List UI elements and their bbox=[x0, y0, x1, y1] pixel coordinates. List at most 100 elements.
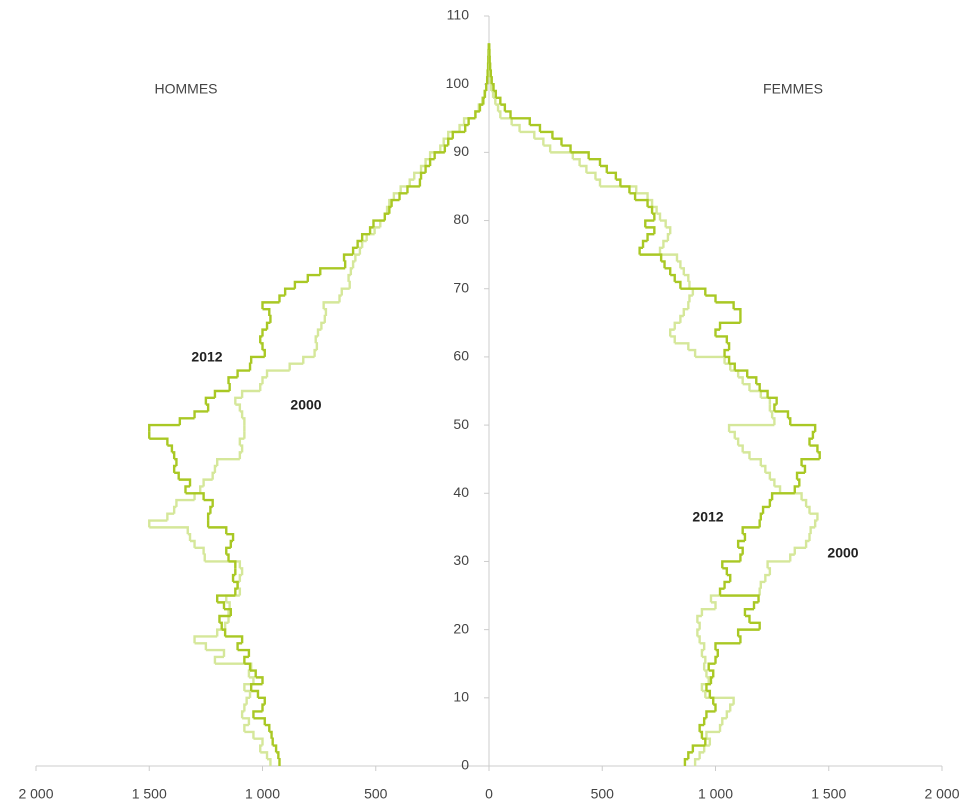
step bbox=[223, 607, 232, 616]
step bbox=[738, 635, 742, 644]
step bbox=[769, 410, 774, 419]
step bbox=[190, 539, 196, 548]
step bbox=[721, 560, 741, 569]
step bbox=[237, 648, 251, 657]
step bbox=[314, 335, 318, 344]
step bbox=[715, 301, 735, 310]
step bbox=[679, 314, 684, 323]
step bbox=[687, 751, 693, 760]
step bbox=[674, 280, 682, 289]
step bbox=[276, 751, 280, 760]
step bbox=[660, 219, 667, 228]
y-tick-label: 100 bbox=[446, 75, 470, 91]
step bbox=[234, 396, 243, 405]
step bbox=[738, 546, 744, 555]
step bbox=[489, 69, 493, 78]
step bbox=[725, 710, 731, 719]
step bbox=[670, 335, 676, 344]
step bbox=[698, 723, 705, 732]
step bbox=[729, 430, 736, 439]
step bbox=[722, 567, 729, 576]
step bbox=[759, 389, 769, 398]
step bbox=[738, 376, 744, 385]
y-tick-label: 50 bbox=[453, 416, 469, 432]
step bbox=[636, 192, 649, 201]
series-label: 2000 bbox=[827, 545, 858, 561]
step bbox=[790, 423, 817, 432]
step bbox=[178, 417, 195, 426]
step bbox=[261, 376, 268, 385]
step bbox=[709, 676, 714, 685]
step bbox=[493, 96, 497, 105]
step bbox=[211, 471, 215, 480]
step bbox=[213, 389, 230, 398]
step bbox=[451, 130, 466, 139]
step bbox=[738, 444, 744, 453]
step bbox=[349, 267, 354, 276]
step bbox=[691, 744, 706, 753]
step bbox=[749, 389, 762, 398]
step bbox=[714, 328, 721, 337]
y-tick-label: 80 bbox=[453, 211, 469, 227]
step bbox=[665, 226, 672, 235]
step bbox=[652, 205, 658, 214]
step bbox=[323, 307, 328, 316]
step bbox=[175, 498, 195, 507]
step bbox=[606, 171, 618, 180]
step bbox=[498, 110, 502, 119]
step bbox=[171, 451, 176, 460]
step bbox=[770, 492, 795, 501]
step bbox=[760, 464, 767, 473]
step bbox=[539, 130, 554, 139]
step bbox=[705, 730, 721, 739]
step bbox=[787, 417, 792, 426]
step bbox=[383, 212, 390, 221]
step bbox=[253, 717, 266, 726]
step bbox=[669, 328, 675, 337]
step bbox=[174, 471, 180, 480]
step bbox=[406, 185, 420, 194]
step bbox=[419, 171, 426, 180]
step bbox=[801, 498, 808, 507]
step bbox=[759, 580, 766, 589]
step bbox=[358, 246, 363, 255]
step bbox=[772, 417, 776, 426]
step bbox=[765, 471, 772, 480]
step bbox=[670, 273, 676, 282]
step bbox=[645, 226, 656, 235]
step bbox=[483, 89, 487, 98]
step bbox=[338, 294, 342, 303]
step bbox=[813, 519, 818, 528]
step bbox=[265, 321, 271, 330]
step bbox=[265, 369, 290, 378]
step bbox=[809, 512, 819, 521]
step bbox=[187, 532, 192, 541]
step bbox=[729, 362, 736, 371]
step bbox=[774, 410, 790, 419]
step bbox=[561, 144, 572, 153]
step bbox=[698, 751, 705, 760]
step bbox=[239, 410, 244, 419]
step bbox=[260, 751, 269, 760]
step bbox=[704, 669, 708, 678]
step bbox=[467, 117, 476, 126]
step bbox=[702, 662, 706, 671]
step bbox=[739, 553, 743, 562]
step bbox=[570, 151, 590, 160]
step bbox=[249, 682, 263, 691]
step bbox=[259, 335, 263, 344]
step bbox=[510, 117, 531, 126]
step bbox=[278, 294, 286, 303]
step bbox=[228, 560, 237, 569]
step bbox=[705, 294, 717, 303]
step bbox=[443, 144, 449, 153]
step bbox=[351, 260, 356, 269]
step bbox=[340, 287, 350, 296]
step bbox=[708, 669, 715, 678]
step bbox=[204, 560, 242, 569]
step bbox=[647, 198, 654, 207]
step bbox=[209, 505, 213, 514]
step bbox=[267, 757, 272, 766]
step bbox=[464, 123, 469, 132]
step bbox=[251, 689, 260, 698]
